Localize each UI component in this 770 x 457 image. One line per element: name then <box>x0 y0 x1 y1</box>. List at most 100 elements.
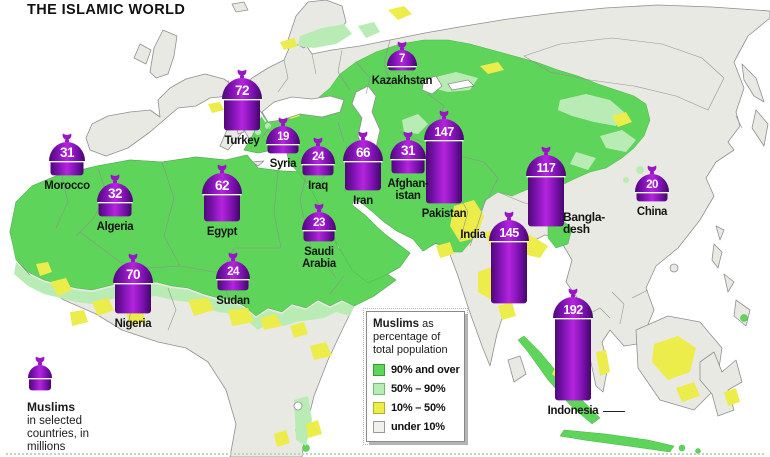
country-label-sudan: Sudan <box>216 293 250 307</box>
marker-nigeria: 70 <box>112 247 154 320</box>
svg-text:24: 24 <box>312 151 325 163</box>
country-label-algeria: Algeria <box>96 219 134 233</box>
svg-text:72: 72 <box>235 83 249 98</box>
mosque-icon <box>27 350 117 397</box>
svg-text:19: 19 <box>277 131 289 143</box>
legend-item-90-plus: 90% and over <box>373 364 460 376</box>
swatch-under-10 <box>373 421 385 433</box>
marker-india: 145 <box>488 205 530 310</box>
svg-text:147: 147 <box>434 125 454 139</box>
marker-egypt: 62 <box>201 158 243 228</box>
lgreen-balkans-3 <box>265 123 271 129</box>
legend-item-50-90: 50% – 90% <box>373 383 459 395</box>
country-label-bangladesh: Bangla-desh <box>563 210 605 236</box>
taiwan <box>715 225 725 241</box>
country-label-iran: Iran <box>353 193 373 207</box>
crete <box>251 160 265 167</box>
svg-text:20: 20 <box>646 179 658 191</box>
country-label-iraq: Iraq <box>308 178 328 192</box>
hainan <box>669 263 679 273</box>
marker-kazakhstan: 7 <box>386 35 418 77</box>
country-label-india: India <box>460 227 486 241</box>
legend-item-under-10: under 10% <box>373 421 459 433</box>
svg-text:62: 62 <box>215 178 229 193</box>
yellow-sulawesi <box>724 388 740 406</box>
svg-text:23: 23 <box>313 217 325 229</box>
yellow-malay <box>596 350 610 376</box>
svg-text:117: 117 <box>537 161 556 175</box>
lgreen-kazakh-north-2 <box>358 22 380 38</box>
country-label-morocco: Morocco <box>44 178 90 192</box>
marker-bangladesh: 117 <box>525 140 567 233</box>
sulawesi <box>699 351 743 417</box>
marker-iraq: 24 <box>300 131 336 182</box>
marker-iran: 66 <box>342 125 384 197</box>
svg-text:192: 192 <box>563 303 583 317</box>
marker-syria: 19 <box>265 111 301 160</box>
svg-text:66: 66 <box>356 145 371 160</box>
yellow-xinjiang <box>612 112 632 127</box>
marker-pakistan: 147 <box>423 104 465 210</box>
lgreen-caspian-east <box>402 114 428 134</box>
map-key: Muslims in selected countries, in millio… <box>27 350 117 454</box>
legend: Muslims as percentage of total populatio… <box>363 308 468 445</box>
svg-text:70: 70 <box>126 267 140 282</box>
country-label-turkey: Turkey <box>224 133 260 147</box>
country-label-kazakhstan: Kazakhstan <box>371 73 433 87</box>
lgreen-xinjiang-2 <box>600 130 636 152</box>
lgreen-xinjiang-3 <box>570 152 596 170</box>
iceland <box>231 1 249 13</box>
lgreen-xinjiang-1 <box>558 94 624 126</box>
page-title: THE ISLAMIC WORLD <box>27 2 186 18</box>
lake-victoria <box>293 401 303 411</box>
yellow-borneo-1 <box>652 336 696 380</box>
marker-sudan: 24 <box>215 246 251 297</box>
sri-lanka <box>507 355 527 383</box>
map-key-text: Muslims in selected countries, in millio… <box>27 400 90 454</box>
britain <box>149 29 178 79</box>
ireland <box>133 43 152 65</box>
marker-china: 20 <box>634 159 670 208</box>
aral-sea <box>421 75 443 95</box>
indonesia-pointer-line <box>603 411 625 412</box>
green-java <box>559 429 675 453</box>
lgreen-balkans-2 <box>255 129 261 135</box>
green-mindanao-spot <box>740 314 748 322</box>
swatch-10-50 <box>373 402 385 414</box>
yellow-borneo-2 <box>676 382 700 402</box>
svg-text:24: 24 <box>227 266 240 278</box>
country-label-china: China <box>636 204 668 218</box>
marker-saudi-arabia: 23 <box>301 197 337 248</box>
country-label-afghanistan: Afghan-istan <box>387 176 429 202</box>
svg-text:31: 31 <box>60 145 75 160</box>
green-bali <box>678 444 686 452</box>
svg-text:145: 145 <box>499 226 519 240</box>
svg-text:31: 31 <box>401 143 416 158</box>
bottom-dotted-rule <box>6 453 764 455</box>
svg-text:32: 32 <box>108 186 122 201</box>
country-label-indonesia: Indonesia <box>547 403 599 417</box>
philippines-visayas <box>723 273 735 293</box>
philippines-luzon <box>711 243 723 269</box>
legend-item-10-50: 10% – 50% <box>373 402 459 414</box>
lake-balkhash <box>447 79 475 91</box>
country-label-saudi-arabia: Saudi Arabia <box>302 244 336 270</box>
philippines-mindanao <box>733 299 751 327</box>
svg-text:7: 7 <box>399 53 405 65</box>
swatch-50-90 <box>373 383 385 395</box>
japan <box>741 63 765 103</box>
marker-turkey: 72 <box>221 63 263 137</box>
country-label-nigeria: Nigeria <box>114 316 152 330</box>
marker-indonesia: 192 <box>552 282 594 407</box>
japan-south <box>751 109 769 147</box>
country-label-syria: Syria <box>269 156 297 170</box>
marker-algeria: 32 <box>96 168 134 223</box>
swatch-90-plus <box>373 364 385 376</box>
legend-title: Muslims as percentage of total populatio… <box>373 318 448 356</box>
country-label-egypt: Egypt <box>206 224 238 238</box>
marker-afghanistan: 31 <box>389 125 427 180</box>
lgreen-sahel <box>14 262 354 330</box>
marker-morocco: 31 <box>48 127 86 182</box>
lgreen-kazakh-north-1 <box>298 24 352 48</box>
